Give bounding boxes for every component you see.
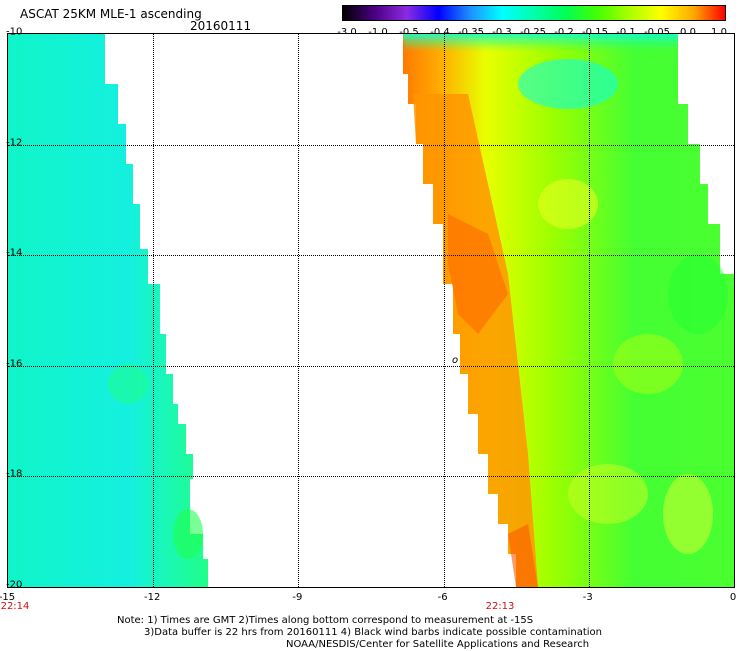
x-tick-label: -15 bbox=[0, 592, 16, 603]
y-tick-label: -14 bbox=[6, 247, 23, 259]
map-date: 20160111 bbox=[190, 19, 252, 33]
colorbar-tick-label: 0.0 bbox=[680, 27, 696, 38]
colorbar-tick-label: -0.15 bbox=[582, 27, 608, 38]
parallel-line bbox=[8, 255, 734, 257]
colorbar-tick-label: -0.3 bbox=[492, 27, 512, 38]
parallel-line bbox=[8, 144, 734, 146]
y-tick-label: -20 bbox=[6, 579, 23, 591]
note-line-1: Note: 1) Times are GMT 2)Times along bot… bbox=[117, 615, 534, 626]
y-tick-label: -12 bbox=[6, 137, 23, 149]
colorbar-tick-label: -0.4 bbox=[430, 27, 450, 38]
y-tick-label: -18 bbox=[6, 468, 23, 480]
note-line-2: 3)Data buffer is 22 hrs from 20160111 4)… bbox=[144, 627, 602, 638]
map-title: ASCAT 25KM MLE-1 ascending bbox=[20, 7, 202, 21]
marker-symbol: o bbox=[452, 355, 459, 366]
map-plot bbox=[7, 33, 735, 588]
colorbar-tick-label: -0.5 bbox=[399, 27, 419, 38]
meridian-line bbox=[153, 34, 155, 587]
colorbar-tick-label: -1.0 bbox=[368, 27, 388, 38]
note-line-3: NOAA/NESDIS/Center for Satellite Applica… bbox=[286, 639, 590, 650]
x-tick-label: -9 bbox=[292, 592, 303, 603]
west-swath bbox=[8, 34, 208, 587]
parallel-line bbox=[8, 476, 734, 478]
colorbar-tick-label: -0.25 bbox=[520, 27, 546, 38]
x-tick-label: 0 bbox=[729, 592, 737, 603]
time-label-left: 22:14 bbox=[0, 601, 30, 612]
colorbar-tick-label: 1.0 bbox=[711, 27, 727, 38]
y-tick-label: -10 bbox=[6, 26, 23, 38]
parallel-line bbox=[8, 365, 734, 367]
time-label-right: 22:13 bbox=[485, 601, 515, 612]
x-tick-label: -12 bbox=[144, 592, 161, 603]
meridian-line bbox=[588, 34, 590, 587]
meridian-line bbox=[298, 34, 300, 587]
x-tick-label: -6 bbox=[437, 592, 448, 603]
colorbar-tick-label: -0.05 bbox=[644, 27, 670, 38]
colorbar bbox=[342, 5, 726, 21]
x-tick-label: -3 bbox=[582, 592, 593, 603]
swath-layer bbox=[8, 34, 734, 587]
colorbar-tick-label: -0.35 bbox=[458, 27, 484, 38]
meridian-line bbox=[443, 34, 445, 587]
colorbar-tick-label: -3.0 bbox=[337, 27, 357, 38]
y-tick-label: -16 bbox=[6, 358, 23, 370]
footnote: Note: 1) Times are GMT 2)Times along bot… bbox=[117, 615, 602, 651]
colorbar-tick-label: -0.2 bbox=[554, 27, 574, 38]
colorbar-tick-label: -0.1 bbox=[616, 27, 636, 38]
